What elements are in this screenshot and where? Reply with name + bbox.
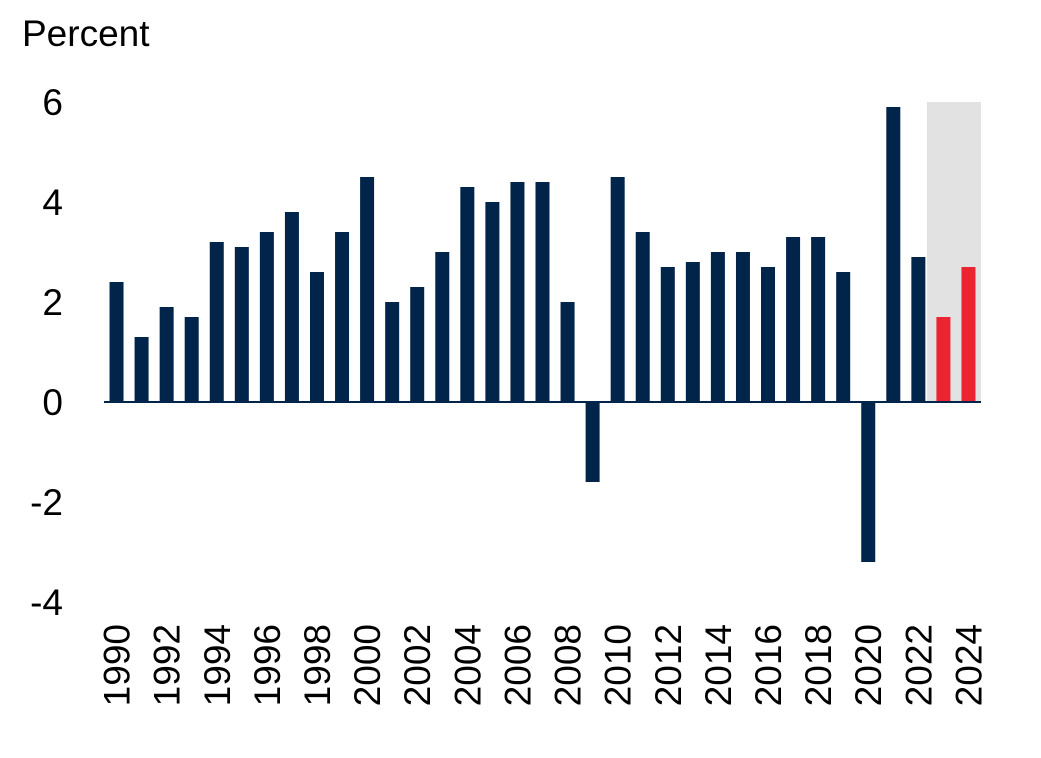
- bar-1994: [209, 242, 224, 402]
- x-tick-label-2008: 2008: [548, 624, 589, 706]
- y-axis-label: Percent: [22, 13, 150, 54]
- bar-2002: [410, 287, 425, 402]
- bar-1995: [234, 247, 249, 402]
- bar-2015: [735, 252, 750, 402]
- bar-2023: [936, 317, 951, 402]
- bar-1991: [134, 337, 149, 402]
- x-tick-label-2024: 2024: [948, 624, 989, 706]
- bar-2005: [485, 202, 500, 402]
- y-axis-ticks: 6 4 2 0 -2 -4: [30, 82, 63, 623]
- bar-2019: [836, 272, 851, 402]
- bar-2006: [510, 182, 525, 402]
- y-tick-label-6: 6: [42, 82, 63, 123]
- bar-2016: [761, 267, 776, 402]
- y-tick-label-4: 4: [42, 182, 63, 223]
- bar-2004: [460, 187, 475, 402]
- bar-1992: [159, 307, 174, 402]
- bar-2020: [861, 402, 876, 562]
- bar-2013: [685, 262, 700, 402]
- bar-1993: [184, 317, 199, 402]
- bar-2021: [886, 107, 901, 402]
- bar-2010: [610, 177, 625, 402]
- x-tick-label-2010: 2010: [598, 624, 639, 706]
- bar-2011: [635, 232, 650, 402]
- x-tick-label-1998: 1998: [297, 624, 338, 706]
- x-tick-label-2016: 2016: [748, 624, 789, 706]
- bar-2017: [786, 237, 801, 402]
- x-tick-label-2002: 2002: [397, 624, 438, 706]
- x-axis-ticks: 1990 1992 1994 1996 1998 2000 2002 2004 2006 2008…: [97, 624, 990, 706]
- x-tick-label-2006: 2006: [497, 624, 538, 706]
- y-tick-label--2: -2: [30, 482, 63, 523]
- bar-2012: [660, 267, 675, 402]
- y-tick-label-0: 0: [42, 382, 63, 423]
- bar-1997: [284, 212, 299, 402]
- bar-2014: [710, 252, 725, 402]
- y-tick-label--4: -4: [30, 582, 63, 623]
- bar-2003: [435, 252, 450, 402]
- bar-series: [109, 107, 976, 562]
- bar-2018: [811, 237, 826, 402]
- x-tick-label-2020: 2020: [848, 624, 889, 706]
- x-tick-label-1994: 1994: [197, 624, 238, 706]
- bar-2024: [961, 267, 976, 402]
- x-tick-label-2022: 2022: [898, 624, 939, 706]
- x-tick-label-1992: 1992: [147, 624, 188, 706]
- x-tick-label-2014: 2014: [698, 624, 739, 706]
- bar-2008: [560, 302, 575, 402]
- bar-2000: [360, 177, 375, 402]
- bar-1990: [109, 282, 124, 402]
- x-tick-label-2012: 2012: [648, 624, 689, 706]
- bar-2022: [911, 257, 926, 402]
- x-tick-label-2000: 2000: [347, 624, 388, 706]
- y-tick-label-2: 2: [42, 282, 63, 323]
- x-tick-label-1990: 1990: [97, 624, 138, 706]
- bar-2001: [385, 302, 400, 402]
- bar-1999: [335, 232, 350, 402]
- bar-2007: [535, 182, 550, 402]
- x-tick-label-2004: 2004: [447, 624, 488, 706]
- x-tick-label-2018: 2018: [798, 624, 839, 706]
- bar-2009: [585, 402, 600, 482]
- bar-1998: [309, 272, 324, 402]
- bar-1996: [259, 232, 274, 402]
- x-tick-label-1996: 1996: [247, 624, 288, 706]
